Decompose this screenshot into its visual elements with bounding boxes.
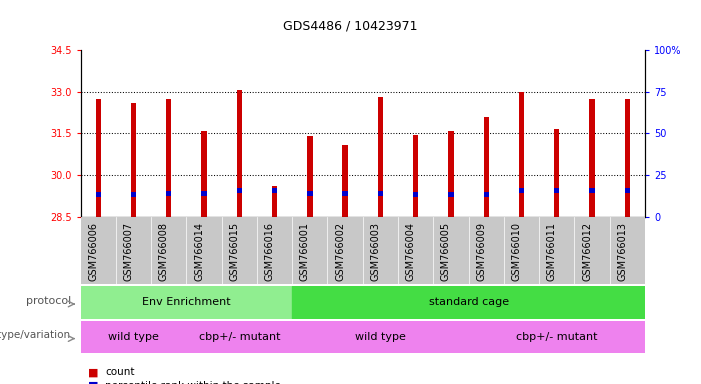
- Bar: [81, 286, 292, 319]
- Bar: [292, 321, 468, 353]
- Text: ■: ■: [88, 381, 98, 384]
- Text: GSM766016: GSM766016: [264, 222, 275, 281]
- Bar: [237, 90, 242, 217]
- Text: GSM766005: GSM766005: [441, 222, 451, 281]
- Bar: [201, 131, 207, 217]
- Bar: [625, 99, 630, 217]
- Text: standard cage: standard cage: [428, 297, 509, 308]
- Bar: [201, 191, 207, 196]
- Text: GDS4486 / 10423971: GDS4486 / 10423971: [283, 19, 418, 32]
- Text: cbp+/- mutant: cbp+/- mutant: [516, 332, 597, 342]
- Text: GSM766008: GSM766008: [159, 222, 169, 281]
- Bar: [449, 192, 454, 197]
- Bar: [413, 192, 418, 197]
- Bar: [307, 191, 313, 196]
- Bar: [519, 188, 524, 193]
- Text: GSM766003: GSM766003: [370, 222, 381, 281]
- Text: percentile rank within the sample: percentile rank within the sample: [105, 381, 281, 384]
- Bar: [484, 192, 489, 197]
- Text: Env Enrichment: Env Enrichment: [142, 297, 231, 308]
- Bar: [519, 92, 524, 217]
- Text: wild type: wild type: [108, 332, 159, 342]
- Text: protocol: protocol: [26, 296, 71, 306]
- Text: GSM766009: GSM766009: [476, 222, 486, 281]
- Bar: [343, 191, 348, 196]
- Text: GSM766004: GSM766004: [406, 222, 416, 281]
- Bar: [131, 192, 136, 197]
- Bar: [292, 286, 645, 319]
- Text: GSM766014: GSM766014: [194, 222, 204, 281]
- Bar: [237, 188, 242, 193]
- Text: GSM766011: GSM766011: [547, 222, 557, 281]
- Text: GSM766001: GSM766001: [300, 222, 310, 281]
- Bar: [484, 117, 489, 217]
- Text: genotype/variation: genotype/variation: [0, 330, 71, 340]
- Bar: [378, 97, 383, 217]
- Text: GSM766007: GSM766007: [123, 222, 133, 281]
- Bar: [81, 321, 186, 353]
- Bar: [166, 99, 172, 217]
- Text: cbp+/- mutant: cbp+/- mutant: [198, 332, 280, 342]
- Text: ■: ■: [88, 367, 98, 377]
- Bar: [95, 192, 101, 197]
- Text: GSM766002: GSM766002: [335, 222, 345, 281]
- Bar: [272, 188, 277, 193]
- Text: GSM766012: GSM766012: [582, 222, 592, 281]
- Text: GSM766013: GSM766013: [618, 222, 627, 281]
- Bar: [272, 186, 277, 217]
- Text: GSM766010: GSM766010: [512, 222, 522, 281]
- Text: wild type: wild type: [355, 332, 406, 342]
- Bar: [307, 136, 313, 217]
- Bar: [590, 99, 594, 217]
- Text: count: count: [105, 367, 135, 377]
- Bar: [166, 191, 172, 196]
- Bar: [468, 321, 645, 353]
- Bar: [590, 188, 594, 193]
- Bar: [186, 321, 292, 353]
- Bar: [413, 135, 418, 217]
- Bar: [554, 129, 559, 217]
- Bar: [449, 131, 454, 217]
- Text: GSM766015: GSM766015: [229, 222, 239, 281]
- Bar: [131, 103, 136, 217]
- Bar: [95, 99, 101, 217]
- Bar: [378, 191, 383, 196]
- Bar: [625, 188, 630, 193]
- Bar: [343, 145, 348, 217]
- Bar: [554, 188, 559, 193]
- Text: GSM766006: GSM766006: [88, 222, 98, 281]
